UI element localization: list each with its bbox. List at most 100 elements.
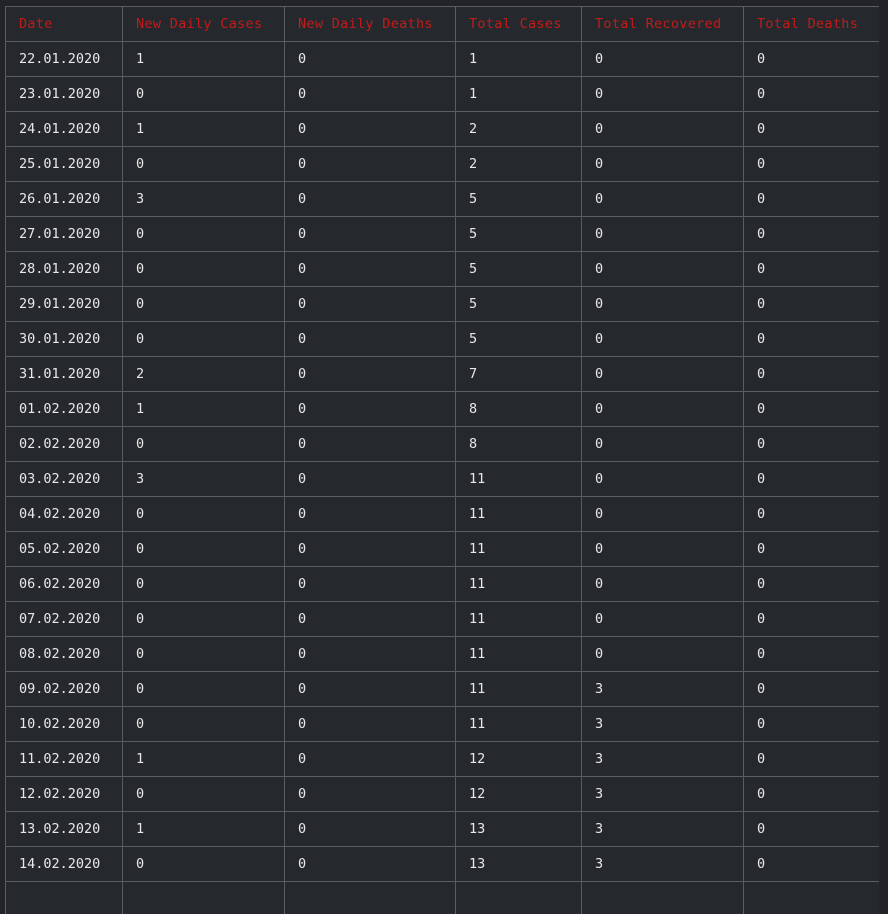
total-deaths-cell: 0 — [743, 566, 879, 602]
total-recovered-cell: 3 — [581, 671, 744, 707]
new-daily-deaths-cell: 0 — [284, 251, 456, 287]
total-deaths-cell: 0 — [743, 111, 879, 147]
new-daily-cases-cell: 2 — [122, 356, 285, 392]
total-deaths-cell: 0 — [743, 321, 879, 357]
date-cell: 11.02.2020 — [5, 741, 123, 777]
new-daily-deaths-cell: 0 — [284, 426, 456, 462]
date-cell: 14.02.2020 — [5, 846, 123, 882]
total-cases-cell — [455, 881, 582, 914]
total-deaths-cell: 0 — [743, 706, 879, 742]
total-cases-cell: 5 — [455, 181, 582, 217]
table-row: 03.02.2020 3 0 11 0 0 — [5, 461, 879, 497]
new-daily-deaths-cell: 0 — [284, 846, 456, 882]
new-daily-cases-cell: 0 — [122, 671, 285, 707]
total-cases-cell: 5 — [455, 321, 582, 357]
total-deaths-cell: 0 — [743, 391, 879, 427]
date-cell: 08.02.2020 — [5, 636, 123, 672]
total-deaths-cell: 0 — [743, 671, 879, 707]
new-daily-cases-cell: 1 — [122, 41, 285, 77]
new-daily-deaths-cell: 0 — [284, 706, 456, 742]
total-recovered-cell: 0 — [581, 496, 744, 532]
total-deaths-cell — [743, 881, 879, 914]
date-cell: 06.02.2020 — [5, 566, 123, 602]
new-daily-deaths-cell: 0 — [284, 41, 456, 77]
new-daily-deaths-cell: 0 — [284, 741, 456, 777]
table-row: 14.02.2020 0 0 13 3 0 — [5, 846, 879, 882]
total-recovered-cell: 0 — [581, 461, 744, 497]
total-deaths-cell: 0 — [743, 811, 879, 847]
new-daily-cases-cell: 0 — [122, 216, 285, 252]
date-cell: 02.02.2020 — [5, 426, 123, 462]
new-daily-deaths-cell: 0 — [284, 566, 456, 602]
new-daily-cases-cell: 1 — [122, 111, 285, 147]
table-row: 12.02.2020 0 0 12 3 0 — [5, 776, 879, 812]
total-cases-cell: 7 — [455, 356, 582, 392]
table-row: 10.02.2020 0 0 11 3 0 — [5, 706, 879, 742]
new-daily-cases-cell: 0 — [122, 601, 285, 637]
table-row: 26.01.2020 3 0 5 0 0 — [5, 181, 879, 217]
new-daily-deaths-cell: 0 — [284, 601, 456, 637]
total-recovered-cell: 0 — [581, 111, 744, 147]
new-daily-deaths-cell: 0 — [284, 181, 456, 217]
total-cases-cell: 11 — [455, 496, 582, 532]
date-cell: 26.01.2020 — [5, 181, 123, 217]
total-recovered-cell: 0 — [581, 601, 744, 637]
table-body: 22.01.2020 1 0 1 0 0 23.01.2020 0 0 1 0 0 24.01.2020… — [5, 41, 879, 914]
new-daily-cases-cell: 0 — [122, 426, 285, 462]
new-daily-deaths-cell: 0 — [284, 636, 456, 672]
table-row: 29.01.2020 0 0 5 0 0 — [5, 286, 879, 322]
table-row: 22.01.2020 1 0 1 0 0 — [5, 41, 879, 77]
date-cell: 03.02.2020 — [5, 461, 123, 497]
total-cases-cell: 12 — [455, 741, 582, 777]
total-deaths-cell: 0 — [743, 496, 879, 532]
new-daily-cases-cell: 0 — [122, 776, 285, 812]
date-cell: 31.01.2020 — [5, 356, 123, 392]
new-daily-cases-cell: 0 — [122, 846, 285, 882]
total-cases-cell: 1 — [455, 76, 582, 112]
total-recovered-cell: 0 — [581, 321, 744, 357]
column-header-total-deaths: Total Deaths — [743, 6, 879, 42]
table-row: 28.01.2020 0 0 5 0 0 — [5, 251, 879, 287]
total-deaths-cell: 0 — [743, 531, 879, 567]
total-deaths-cell: 0 — [743, 776, 879, 812]
total-recovered-cell — [581, 881, 744, 914]
new-daily-cases-cell: 0 — [122, 496, 285, 532]
new-daily-cases-cell: 0 — [122, 321, 285, 357]
table-row: 04.02.2020 0 0 11 0 0 — [5, 496, 879, 532]
total-recovered-cell: 0 — [581, 426, 744, 462]
new-daily-cases-cell: 1 — [122, 811, 285, 847]
table-row: 05.02.2020 0 0 11 0 0 — [5, 531, 879, 567]
total-recovered-cell: 0 — [581, 216, 744, 252]
total-recovered-cell: 3 — [581, 776, 744, 812]
table-row: 07.02.2020 0 0 11 0 0 — [5, 601, 879, 637]
date-cell: 04.02.2020 — [5, 496, 123, 532]
total-cases-cell: 2 — [455, 146, 582, 182]
total-deaths-cell: 0 — [743, 356, 879, 392]
total-recovered-cell: 0 — [581, 636, 744, 672]
total-recovered-cell: 0 — [581, 286, 744, 322]
total-deaths-cell: 0 — [743, 741, 879, 777]
total-deaths-cell: 0 — [743, 41, 879, 77]
total-cases-cell: 11 — [455, 461, 582, 497]
new-daily-cases-cell: 0 — [122, 706, 285, 742]
table-header: Date New Daily Cases New Daily Deaths To… — [5, 6, 879, 42]
column-header-date: Date — [5, 6, 123, 42]
table-row: 31.01.2020 2 0 7 0 0 — [5, 356, 879, 392]
new-daily-cases-cell: 0 — [122, 286, 285, 322]
total-deaths-cell: 0 — [743, 601, 879, 637]
new-daily-deaths-cell: 0 — [284, 146, 456, 182]
total-recovered-cell: 0 — [581, 41, 744, 77]
total-recovered-cell: 0 — [581, 566, 744, 602]
total-cases-cell: 8 — [455, 391, 582, 427]
total-cases-cell: 2 — [455, 111, 582, 147]
total-cases-cell: 5 — [455, 286, 582, 322]
table-row: 25.01.2020 0 0 2 0 0 — [5, 146, 879, 182]
new-daily-cases-cell: 0 — [122, 531, 285, 567]
table-row: 02.02.2020 0 0 8 0 0 — [5, 426, 879, 462]
total-recovered-cell: 3 — [581, 706, 744, 742]
new-daily-deaths-cell: 0 — [284, 671, 456, 707]
date-cell: 12.02.2020 — [5, 776, 123, 812]
header-row: Date New Daily Cases New Daily Deaths To… — [5, 6, 879, 42]
new-daily-deaths-cell — [284, 881, 456, 914]
column-header-total-cases: Total Cases — [455, 6, 582, 42]
